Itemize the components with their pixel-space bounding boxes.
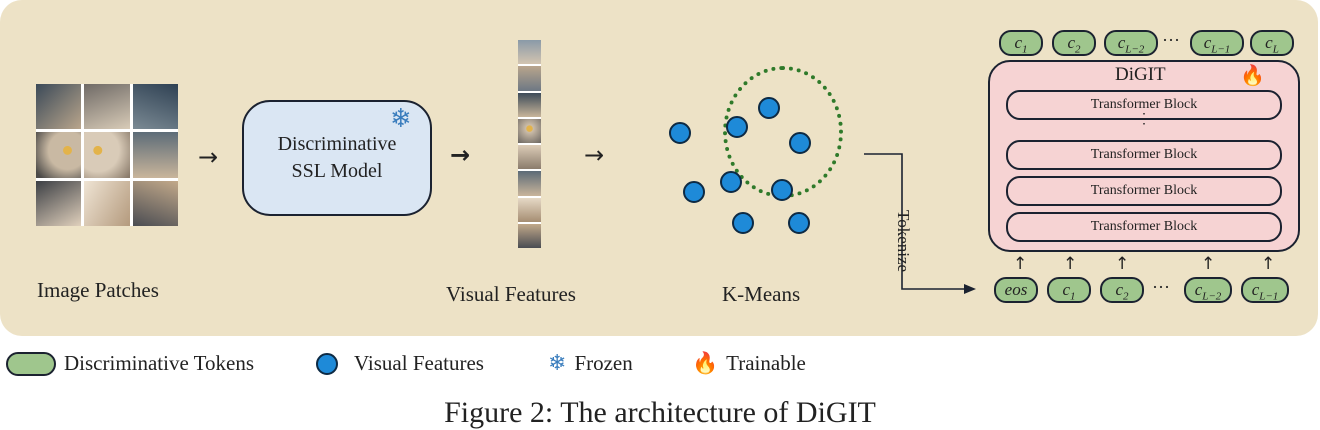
image-patch <box>36 180 82 226</box>
tokenize-arrow <box>864 153 976 294</box>
fire-icon: 🔥 <box>1240 63 1265 87</box>
legend-features: Visual Features <box>316 351 484 376</box>
feature-patch <box>518 171 541 196</box>
token-pill-icon <box>6 351 56 376</box>
feature-patch <box>518 66 541 91</box>
image-patch <box>36 132 82 178</box>
visual-feature-dot <box>789 132 811 154</box>
feature-patch <box>518 92 541 117</box>
arrow-right-icon: → <box>584 141 605 169</box>
visual-feature-dot <box>683 181 705 203</box>
legend-trainable: 🔥 Trainable <box>692 351 806 376</box>
legend-tokens: Discriminative Tokens <box>6 351 254 376</box>
image-patch <box>84 84 130 130</box>
input-token: c1 <box>1047 277 1091 303</box>
output-token: c1 <box>999 30 1043 56</box>
output-token: cL−2 <box>1104 30 1158 56</box>
feature-patch <box>518 118 541 143</box>
image-patch <box>132 84 178 130</box>
up-arrow-icon: ↑ <box>1063 254 1078 274</box>
visual-feature-dot <box>732 212 754 234</box>
vertical-ellipsis: ⋮ <box>1137 112 1151 127</box>
up-arrow-icon: ↑ <box>1201 254 1216 274</box>
snowflake-icon: ❄ <box>390 104 412 134</box>
visual-feature-dot <box>771 179 793 201</box>
arrow-right-icon: → <box>450 141 471 169</box>
fire-icon: 🔥 <box>692 351 719 375</box>
visual-features-strip <box>518 40 541 248</box>
image-patch <box>84 132 130 178</box>
up-arrow-icon: ↑ <box>1013 254 1028 274</box>
digit-title: DiGIT <box>1115 64 1166 85</box>
ssl-model-line2: SSL Model <box>291 160 383 182</box>
image-patch <box>84 180 130 226</box>
transformer-block: Transformer Block <box>1006 176 1282 206</box>
visual-feature-dot <box>758 97 780 119</box>
up-arrow-icon: ↑ <box>1115 254 1130 274</box>
visual-features-label: Visual Features <box>446 282 576 306</box>
image-patches-label: Image Patches <box>37 278 159 302</box>
output-token: cL−1 <box>1190 30 1244 56</box>
up-arrow-icon: ↑ <box>1261 254 1276 274</box>
kmeans-label: K-Means <box>722 282 801 306</box>
figure-caption: Figure 2: The architecture of DiGIT <box>444 396 876 429</box>
token-ellipsis: ··· <box>1162 30 1180 50</box>
output-token: c2 <box>1052 30 1096 56</box>
legend-features-label: Visual Features <box>354 351 484 375</box>
feature-patch <box>518 223 541 248</box>
image-patches-grid <box>36 84 178 226</box>
visual-feature-dot <box>720 171 742 193</box>
output-token: cL <box>1250 30 1294 56</box>
image-patch <box>132 180 178 226</box>
image-patch <box>132 132 178 178</box>
input-token: cL−2 <box>1184 277 1232 303</box>
feature-patch <box>518 197 541 222</box>
feature-patch <box>518 145 541 170</box>
legend-tokens-label: Discriminative Tokens <box>64 351 255 375</box>
transformer-block: Transformer Block <box>1006 140 1282 170</box>
legend-frozen-label: Frozen <box>574 351 633 375</box>
transformer-block: Transformer Block <box>1006 90 1282 120</box>
feature-patch <box>518 40 541 65</box>
ssl-model-line1: Discriminative <box>277 133 397 155</box>
visual-feature-dot <box>669 122 691 144</box>
legend-frozen: ❄ Frozen <box>548 351 633 376</box>
image-patch <box>36 84 82 130</box>
legend-trainable-label: Trainable <box>726 351 806 375</box>
snowflake-icon: ❄ <box>548 351 567 376</box>
arrow-right-icon: → <box>198 143 219 171</box>
input-token: cL−1 <box>1241 277 1289 303</box>
visual-feature-dot <box>726 116 748 138</box>
input-token: eos <box>994 277 1038 303</box>
transformer-block: Transformer Block <box>1006 212 1282 242</box>
visual-feature-dot <box>788 212 810 234</box>
tokenize-label: Tokenize <box>894 210 913 273</box>
token-ellipsis: ··· <box>1152 277 1170 297</box>
input-token: c2 <box>1100 277 1144 303</box>
ssl-model-box: Discriminative SSL Model <box>242 100 432 216</box>
feature-dot-icon <box>316 352 338 375</box>
